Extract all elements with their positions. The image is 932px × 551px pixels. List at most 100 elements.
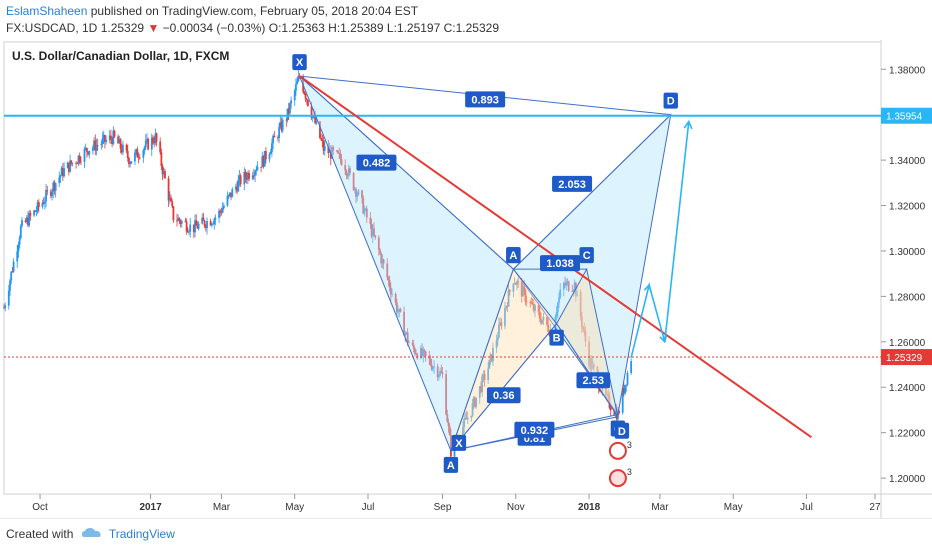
candle-body (3, 307, 5, 309)
candle-body (41, 202, 44, 208)
event-count: 3 (627, 440, 632, 450)
candle-body (206, 220, 208, 229)
created-with-label: Created with (6, 527, 74, 541)
candle-body (70, 160, 73, 164)
pattern2-bd-line (556, 323, 619, 418)
candle-body (101, 138, 104, 144)
candle-body (465, 417, 468, 420)
candle-body (353, 188, 356, 190)
candle-body (337, 150, 339, 154)
candle-body (398, 308, 401, 312)
y-tick-label: 1.38000 (889, 65, 926, 76)
candle-body (579, 291, 582, 317)
candle-body (311, 115, 314, 118)
candle-body (129, 163, 132, 165)
candle-body (490, 354, 493, 362)
candle-body (69, 160, 71, 172)
candle-body (144, 140, 147, 148)
pattern1-ratio-label-box (552, 175, 593, 192)
candle-body (395, 302, 398, 313)
candle-body (209, 220, 212, 226)
candle-body (85, 147, 88, 152)
candle-body (4, 305, 7, 308)
candle-body (29, 213, 32, 216)
candle-body (138, 157, 141, 159)
candle-body (143, 147, 146, 151)
candle-body (172, 206, 175, 221)
candle-body (355, 188, 357, 197)
price-chart[interactable]: 1.20000 1.22000 1.24000 1.26000 1.28000 1.300… (0, 40, 932, 518)
candle-body (546, 316, 548, 325)
candle-body (269, 152, 272, 154)
us-flag-event-icon (608, 441, 627, 460)
candle-body (75, 162, 77, 164)
candle-body (137, 157, 140, 159)
candle-body (251, 175, 254, 179)
y-tick-label: 1.20000 (889, 474, 926, 485)
candle-body (195, 220, 198, 226)
candle-body (51, 191, 53, 196)
candle-body (244, 171, 247, 178)
candle-body (624, 385, 627, 394)
x-tick-label: Oct (32, 502, 48, 513)
pattern1-xb-line (299, 75, 514, 270)
candle-body (338, 153, 341, 154)
last-price: 1.25329 (100, 21, 145, 35)
candle-body (219, 210, 222, 212)
pattern2-ratio-label: 1.038 (546, 258, 574, 270)
candle-body (470, 415, 473, 418)
candle-body (480, 386, 482, 392)
candle-body (37, 202, 40, 208)
candle-body (559, 289, 562, 298)
candle-body (475, 397, 478, 407)
candle-body (364, 208, 367, 210)
candle-body (566, 281, 569, 283)
candle-body (489, 354, 492, 360)
plot-area (3, 41, 882, 495)
x-tick-label: Mar (651, 502, 669, 513)
x-tick-label: May (724, 502, 743, 513)
pattern1-ratio-label: 2.053 (558, 179, 586, 191)
candle-body (21, 220, 23, 226)
candle-body (315, 121, 318, 124)
candle-body (7, 290, 10, 306)
y-tick-label: 1.34000 (889, 156, 926, 167)
candle-body (146, 138, 148, 141)
chart-title: U.S. Dollar/Canadian Dollar, 1D, FXCM (12, 49, 229, 63)
candle-body (35, 210, 38, 212)
candle-body (58, 177, 61, 184)
x-tick-label: Sep (434, 502, 452, 513)
candle-body (192, 224, 195, 233)
candle-body (499, 322, 502, 325)
candle-body (228, 192, 231, 195)
author-link[interactable]: EslamShaheen (6, 4, 88, 18)
pattern2-ratio-label-box (486, 387, 521, 404)
pattern2-point-label: B (553, 333, 561, 345)
candle-body (264, 151, 267, 160)
candle-body (152, 137, 154, 143)
candle-body (554, 316, 557, 332)
x-tick-label: Nov (507, 502, 525, 513)
candle-body (411, 343, 414, 345)
candle-body (234, 186, 237, 190)
candle-body (572, 290, 575, 292)
candle-body (327, 146, 330, 154)
candle-body (46, 190, 49, 192)
tradingview-brand[interactable]: TradingView (108, 527, 175, 541)
candle-body (49, 191, 52, 196)
candle-body (17, 244, 20, 252)
candle-body (43, 201, 46, 204)
x-tick-label: Jul (362, 502, 375, 513)
candle-body (238, 175, 241, 181)
pattern2-ratio-label: 0.932 (521, 425, 549, 437)
candle-body (210, 224, 213, 226)
candle-body (547, 324, 550, 332)
candle-body (380, 253, 383, 264)
candle-body (422, 349, 425, 356)
candle-body (162, 171, 165, 175)
candle-body (237, 180, 240, 192)
candle-body (424, 351, 427, 356)
candle-body (512, 283, 515, 292)
x-tick-label: 2018 (578, 502, 601, 513)
candle-body (529, 301, 532, 303)
